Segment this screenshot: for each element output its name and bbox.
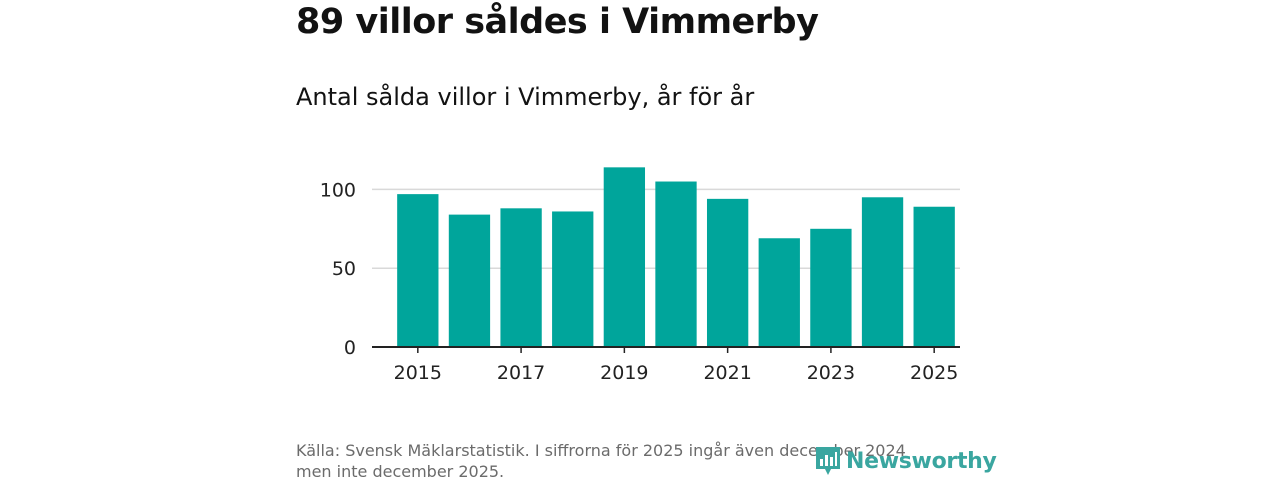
x-tick-label: 2019 <box>600 362 648 384</box>
bar-2023 <box>810 228 852 347</box>
x-tick-label: 2025 <box>910 362 958 384</box>
source-line-1: Källa: Svensk Mäklarstatistik. I siffror… <box>296 441 906 460</box>
source-note: Källa: Svensk Mäklarstatistik. I siffror… <box>296 440 956 482</box>
bar-2022 <box>758 238 800 347</box>
brand-name: Newsworthy <box>846 448 997 474</box>
y-tick-label: 50 <box>332 258 356 280</box>
x-tick-label: 2015 <box>394 362 442 384</box>
bar-2016 <box>448 214 491 347</box>
newsworthy-logo: Newsworthy <box>814 444 997 478</box>
source-line-2: men inte december 2025. <box>296 462 505 481</box>
bar-chart: 0 50 100 2015 2017 2019 2021 2023 2025 <box>320 167 960 384</box>
bar-2018 <box>552 211 594 347</box>
y-tick-label: 100 <box>320 179 356 201</box>
x-tick-label: 2021 <box>703 362 751 384</box>
bar-2021 <box>706 198 749 347</box>
bar-2024 <box>861 197 904 347</box>
bar-2020 <box>655 181 697 347</box>
bar-2025 <box>913 206 955 347</box>
x-tick-label: 2023 <box>807 362 855 384</box>
chart-subtitle: Antal sålda villor i Vimmerby, år för år <box>296 83 755 111</box>
bar-2015 <box>397 194 439 347</box>
bar-2019 <box>603 167 646 347</box>
x-tick-label: 2017 <box>497 362 545 384</box>
chart-title: 89 villor såldes i Vimmerby <box>296 2 819 42</box>
y-tick-label: 0 <box>344 337 356 359</box>
bar-2017 <box>500 208 542 347</box>
newsworthy-logo-icon <box>816 447 840 475</box>
